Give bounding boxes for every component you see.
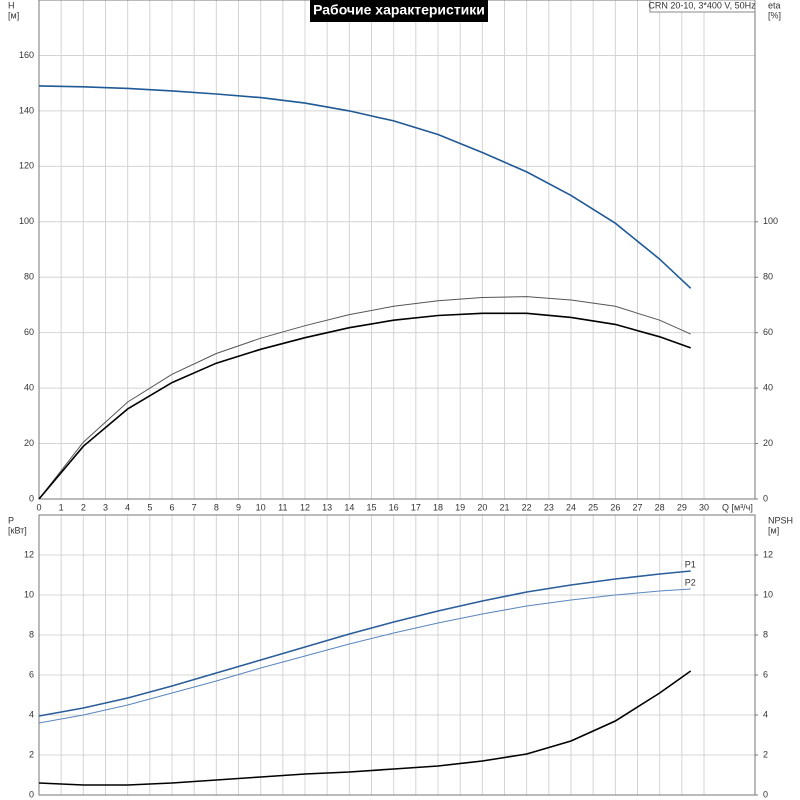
y-tick-label: 12 (24, 549, 34, 559)
curve-label: P1 (685, 559, 696, 569)
x-tick-label: 4 (125, 502, 130, 512)
x-tick-label: 29 (677, 502, 687, 512)
y2-tick-label: 12 (763, 549, 773, 559)
y2-tick-label: 40 (763, 382, 773, 392)
y2-tick-label: 6 (763, 669, 768, 679)
x-tick-label: 9 (236, 502, 241, 512)
y-tick-label: 20 (24, 438, 34, 448)
curve-label: P2 (685, 577, 696, 587)
y-tick-label: 8 (29, 629, 34, 639)
y-tick-label: 60 (24, 327, 34, 337)
x-tick-label: 15 (366, 502, 376, 512)
y-tick-label: 6 (29, 669, 34, 679)
x-tick-label: 16 (389, 502, 399, 512)
chart-title: Рабочие характеристики (313, 2, 485, 18)
y-axis-unit: [м] (8, 10, 19, 20)
y-tick-label: 2 (29, 749, 34, 759)
x-tick-label: 6 (169, 502, 174, 512)
y2-tick-label: 80 (763, 272, 773, 282)
x-tick-label: 28 (655, 502, 665, 512)
x-tick-label: 19 (455, 502, 465, 512)
x-tick-label: 1 (59, 502, 64, 512)
y-axis-label: P (8, 515, 14, 525)
y-tick-label: 100 (19, 216, 34, 226)
x-tick-label: 14 (344, 502, 354, 512)
y2-tick-label: 60 (763, 327, 773, 337)
y-tick-label: 120 (19, 161, 34, 171)
x-tick-label: 17 (411, 502, 421, 512)
y-tick-label: 160 (19, 50, 34, 60)
x-tick-label: 7 (192, 502, 197, 512)
y2-axis-unit: [%] (768, 10, 781, 20)
x-tick-label: 0 (36, 502, 41, 512)
x-tick-label: 25 (588, 502, 598, 512)
plot-area (39, 515, 755, 795)
x-tick-label: 18 (433, 502, 443, 512)
curve (38, 85, 692, 289)
y-tick-label: 0 (29, 789, 34, 799)
y-tick-label: 80 (24, 272, 34, 282)
y2-tick-label: 4 (763, 709, 768, 719)
x-tick-label: 27 (633, 502, 643, 512)
plot-area (39, 0, 755, 499)
title-box (310, 0, 488, 22)
x-axis-label: Q [м³/ч] (722, 502, 753, 512)
y2-axis-unit: [м] (768, 525, 779, 535)
y2-tick-label: 2 (763, 749, 768, 759)
y-tick-label: 10 (24, 589, 34, 599)
y2-axis-label: NPSH (768, 515, 793, 525)
y-axis-label: H (8, 0, 15, 10)
y2-tick-label: 0 (763, 789, 768, 799)
x-tick-label: 24 (566, 502, 576, 512)
y2-tick-label: 10 (763, 589, 773, 599)
curve (38, 670, 692, 786)
y-tick-label: 140 (19, 105, 34, 115)
x-tick-label: 26 (610, 502, 620, 512)
x-tick-label: 10 (256, 502, 266, 512)
y2-tick-label: 20 (763, 438, 773, 448)
curve (38, 296, 691, 500)
x-tick-label: 22 (522, 502, 532, 512)
curve (38, 312, 691, 500)
x-tick-label: 11 (278, 502, 287, 512)
x-tick-label: 2 (81, 502, 86, 512)
y-tick-label: 0 (29, 493, 34, 503)
plot-frame (38, 514, 756, 796)
x-tick-label: 30 (699, 502, 709, 512)
x-tick-label: 20 (477, 502, 487, 512)
x-tick-label: 23 (544, 502, 554, 512)
y2-tick-label: 8 (763, 629, 768, 639)
y-tick-label: 4 (29, 709, 34, 719)
x-tick-label: 13 (322, 502, 332, 512)
x-tick-label: 21 (500, 502, 510, 512)
curve (38, 588, 691, 724)
y2-tick-label: 0 (763, 493, 768, 503)
y2-tick-label: 100 (763, 216, 778, 226)
y-tick-label: 40 (24, 382, 34, 392)
model-box (649, 0, 756, 13)
curve (38, 570, 691, 717)
model-label: CRN 20-10, 3*400 V, 50Hz (648, 0, 756, 10)
plot-frame (38, 0, 756, 500)
x-tick-label: 8 (214, 502, 219, 512)
x-tick-label: 5 (147, 502, 152, 512)
x-tick-label: 12 (300, 502, 310, 512)
y2-axis-label: eta (768, 0, 781, 10)
y-axis-unit: [кВт] (8, 525, 27, 535)
x-tick-label: 3 (103, 502, 108, 512)
